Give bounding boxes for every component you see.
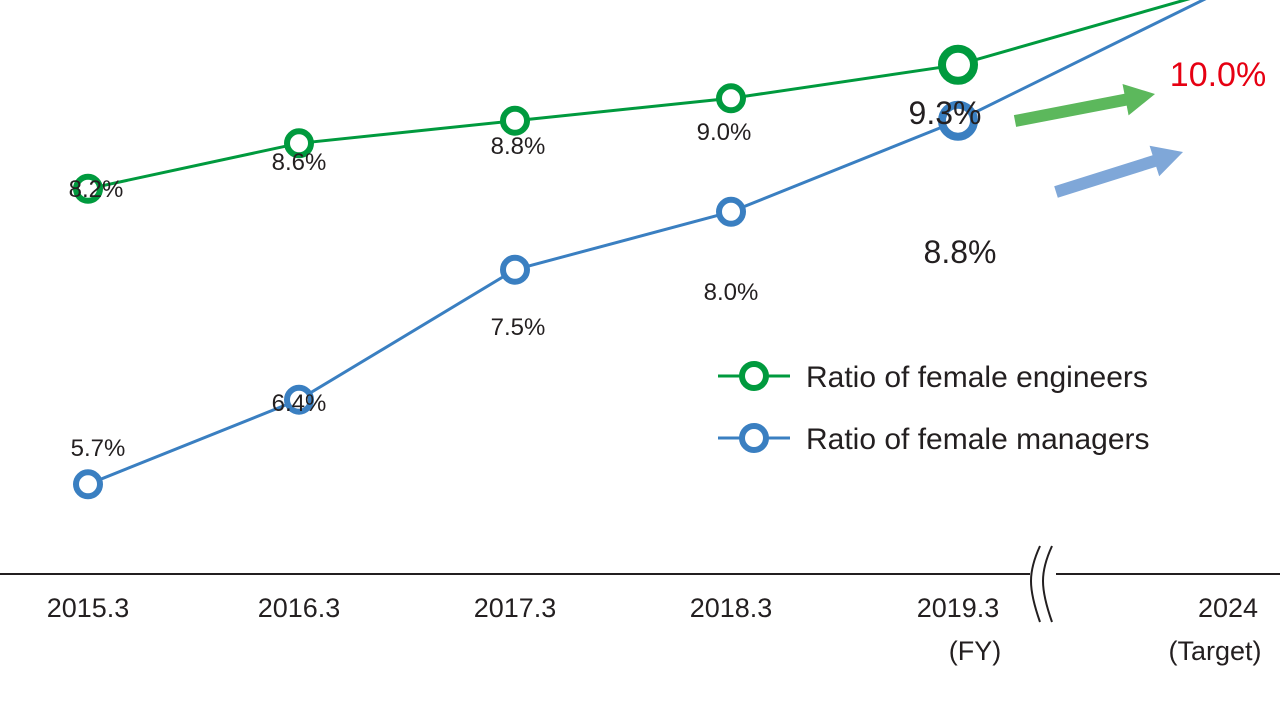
data-label: 5.7% xyxy=(71,435,126,462)
data-point xyxy=(716,83,746,114)
data-label: 8.6% xyxy=(272,149,327,176)
data-point xyxy=(500,105,530,136)
trend-arrow-managers xyxy=(1054,145,1183,198)
data-point xyxy=(284,384,314,415)
x-tick-label: 2015.3 xyxy=(47,593,130,623)
x-tick-sublabel: (FY) xyxy=(949,636,1001,666)
legend-item-managers: Ratio of female managers xyxy=(718,423,1150,456)
legend-label: Ratio of female engineers xyxy=(806,361,1148,394)
target-value-label: 10.0% xyxy=(1170,56,1266,94)
x-tick-label: 2018.3 xyxy=(690,593,773,623)
trend-arrow-engineers xyxy=(1013,83,1155,127)
data-label: 9.3% xyxy=(909,95,982,131)
legend-swatch-marker xyxy=(739,423,769,453)
series-lines xyxy=(73,0,1207,500)
data-point xyxy=(500,254,530,285)
x-tick-label: 2019.3 xyxy=(917,593,1000,623)
data-label: 9.0% xyxy=(697,119,752,146)
data-point xyxy=(73,469,103,500)
legend-label: Ratio of female managers xyxy=(806,423,1150,456)
legend-swatch-marker xyxy=(739,361,769,391)
data-point xyxy=(938,44,978,85)
data-point xyxy=(938,100,978,141)
x-tick-label: 2024 xyxy=(1198,593,1258,623)
axis-break-mark xyxy=(1030,545,1056,623)
legend-item-engineers: Ratio of female engineers xyxy=(718,361,1148,394)
series-line xyxy=(87,0,1207,486)
data-label: 8.8% xyxy=(491,133,546,160)
data-point xyxy=(73,173,103,204)
series-engineers xyxy=(73,0,1191,204)
data-point xyxy=(716,196,746,227)
x-tick-label: 2016.3 xyxy=(258,593,341,623)
legend: Ratio of female engineers Ratio of female… xyxy=(718,361,1150,456)
data-point xyxy=(284,128,314,159)
series-managers xyxy=(73,0,1207,500)
trend-arrows xyxy=(1013,83,1183,198)
series-line xyxy=(87,0,1191,191)
data-label: 8.8% xyxy=(924,234,997,270)
data-label: 7.5% xyxy=(491,314,546,341)
x-axis: 2015.3 2016.3 2017.3 2018.3 2019.3 (FY) 2024 (T… xyxy=(0,545,1280,666)
data-label: 6.4% xyxy=(272,390,327,417)
data-label: 8.2% xyxy=(69,176,124,203)
x-tick-sublabel: (Target) xyxy=(1168,636,1261,666)
data-labels: 8.2% 8.6% 8.8% 9.0% 9.3% 5.7% 6.4% 7.5% 8.0% 8.8%… xyxy=(69,56,1267,462)
x-tick-label: 2017.3 xyxy=(474,593,557,623)
data-label: 8.0% xyxy=(704,279,759,306)
